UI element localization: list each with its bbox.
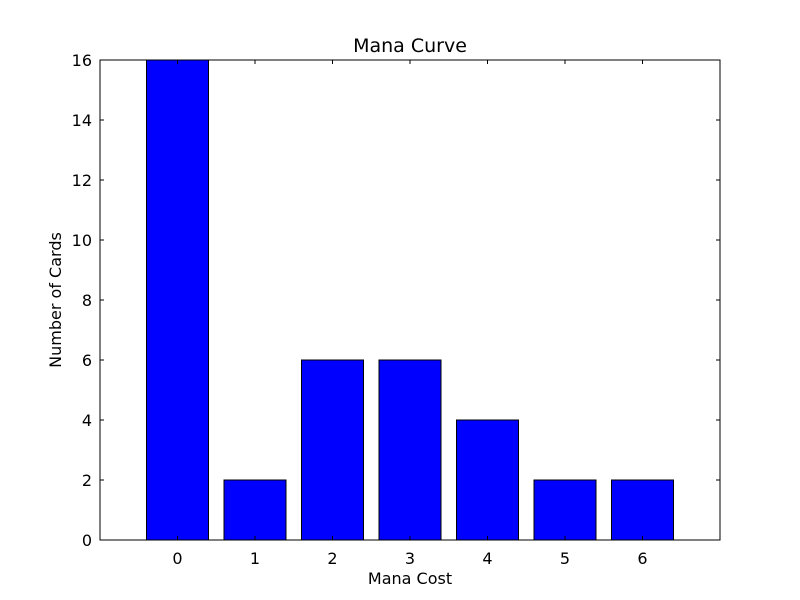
bar-1 <box>223 479 287 541</box>
y-tick-label: 8 <box>82 291 92 310</box>
bar-4 <box>456 419 519 541</box>
bars-group <box>146 59 674 541</box>
x-axis: 0 1 2 3 4 5 6 <box>172 60 648 568</box>
x-tick-label: 1 <box>250 549 260 568</box>
y-axis-label: Number of Cards <box>46 232 65 368</box>
chart-title: Mana Curve <box>353 35 467 57</box>
y-tick-label: 14 <box>72 111 92 130</box>
bar-2 <box>301 359 364 541</box>
y-tick-label: 10 <box>72 231 92 250</box>
x-tick-label: 5 <box>560 549 570 568</box>
x-tick-label: 6 <box>637 549 647 568</box>
bar-5 <box>533 479 597 541</box>
x-axis-label: Mana Cost <box>368 569 452 588</box>
x-tick-label: 2 <box>327 549 337 568</box>
y-tick-label: 0 <box>82 531 92 550</box>
y-tick-label: 12 <box>72 171 92 190</box>
x-tick-label: 0 <box>172 549 182 568</box>
bar-3 <box>378 359 442 541</box>
y-axis: 0 2 4 6 8 10 12 14 16 <box>72 51 720 550</box>
y-tick-label: 4 <box>82 411 92 430</box>
x-tick-label: 3 <box>405 549 415 568</box>
y-tick-label: 16 <box>72 51 92 70</box>
x-tick-label: 4 <box>482 549 492 568</box>
bar-0 <box>146 59 209 541</box>
y-tick-label: 2 <box>82 471 92 490</box>
y-tick-label: 6 <box>82 351 92 370</box>
bar-6 <box>611 479 674 541</box>
